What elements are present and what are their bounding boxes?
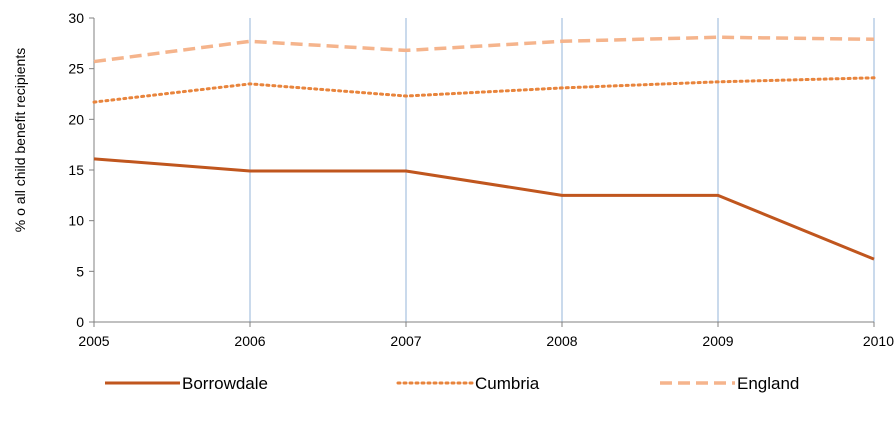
y-tick-label-25: 25 bbox=[68, 61, 84, 77]
legend-label-england: England bbox=[737, 374, 799, 393]
y-tick-label-15: 15 bbox=[68, 162, 84, 178]
y-tick-label-5: 5 bbox=[76, 263, 84, 279]
legend: Borrowdale Cumbria England bbox=[105, 374, 799, 393]
series-lines bbox=[94, 37, 874, 259]
y-tick-label-30: 30 bbox=[68, 10, 84, 26]
x-tick-label-2008: 2008 bbox=[546, 333, 577, 349]
x-tick-label-2010: 2010 bbox=[863, 333, 894, 349]
series-line-borrowdale bbox=[94, 159, 874, 259]
axes bbox=[89, 18, 874, 327]
y-tick-label-20: 20 bbox=[68, 111, 84, 127]
tick-labels: 0 5 10 15 20 25 30 2005 2006 2007 2008 2009 2010 bbox=[68, 10, 894, 349]
x-tick-label-2006: 2006 bbox=[234, 333, 265, 349]
legend-label-borrowdale: Borrowdale bbox=[182, 374, 268, 393]
y-axis-label: % o all child benefit recipients bbox=[12, 48, 28, 232]
x-tick-label-2005: 2005 bbox=[78, 333, 109, 349]
y-tick-label-0: 0 bbox=[76, 314, 84, 330]
series-line-england bbox=[94, 37, 874, 61]
x-tick-label-2009: 2009 bbox=[702, 333, 733, 349]
series-line-cumbria bbox=[94, 78, 874, 102]
legend-label-cumbria: Cumbria bbox=[475, 374, 540, 393]
x-tick-label-2007: 2007 bbox=[390, 333, 421, 349]
y-tick-label-10: 10 bbox=[68, 213, 84, 229]
